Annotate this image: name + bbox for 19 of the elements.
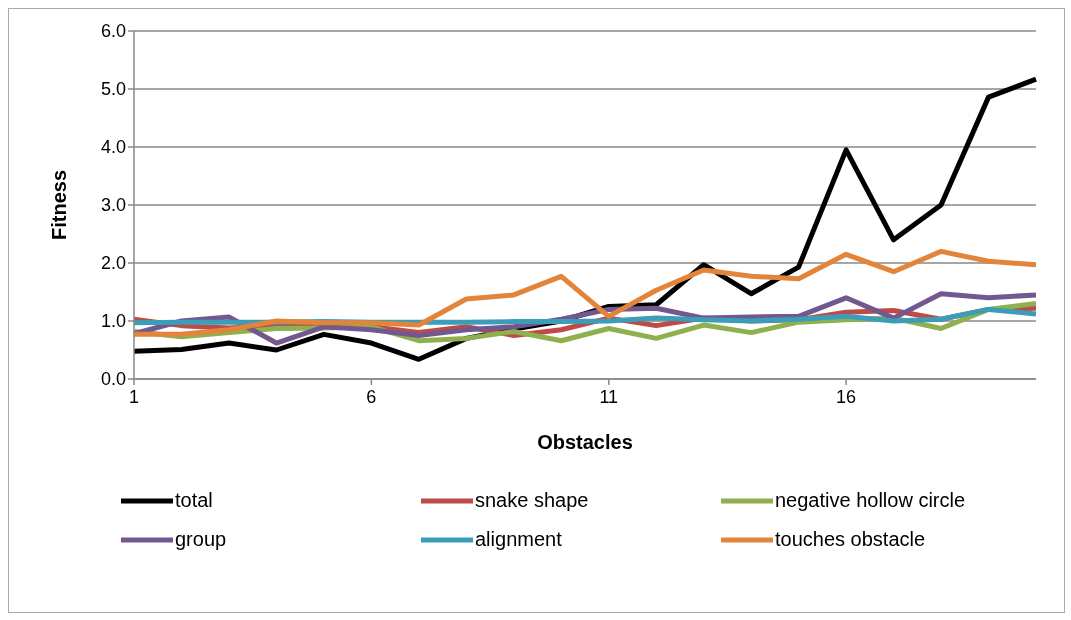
y-axis-title: Fitness <box>48 169 71 241</box>
y-tick-label: 6.0 <box>100 21 126 42</box>
x-tick-label: 1 <box>128 387 140 407</box>
x-tick-label: 6 <box>366 387 377 407</box>
x-tick-label: 11 <box>599 387 619 407</box>
legend-label: touches obstacle <box>775 528 926 551</box>
x-tick-label: 16 <box>836 387 857 407</box>
y-tick-label: 5.0 <box>100 79 126 100</box>
y-tick-label: 4.0 <box>100 137 126 158</box>
legend-label: negative hollow circle <box>775 489 966 512</box>
y-tick-label: 1.0 <box>100 311 126 332</box>
x-axis-title: Obstacles <box>537 431 633 453</box>
y-tick-label: 2.0 <box>100 253 126 274</box>
y-tick-label: 3.0 <box>100 195 126 216</box>
legend-label: snake shape <box>475 489 589 512</box>
legend-label: total <box>175 489 213 512</box>
legend-label: alignment <box>475 528 562 551</box>
y-tick-label: 0.0 <box>100 369 126 390</box>
legend-label: group <box>175 528 227 551</box>
